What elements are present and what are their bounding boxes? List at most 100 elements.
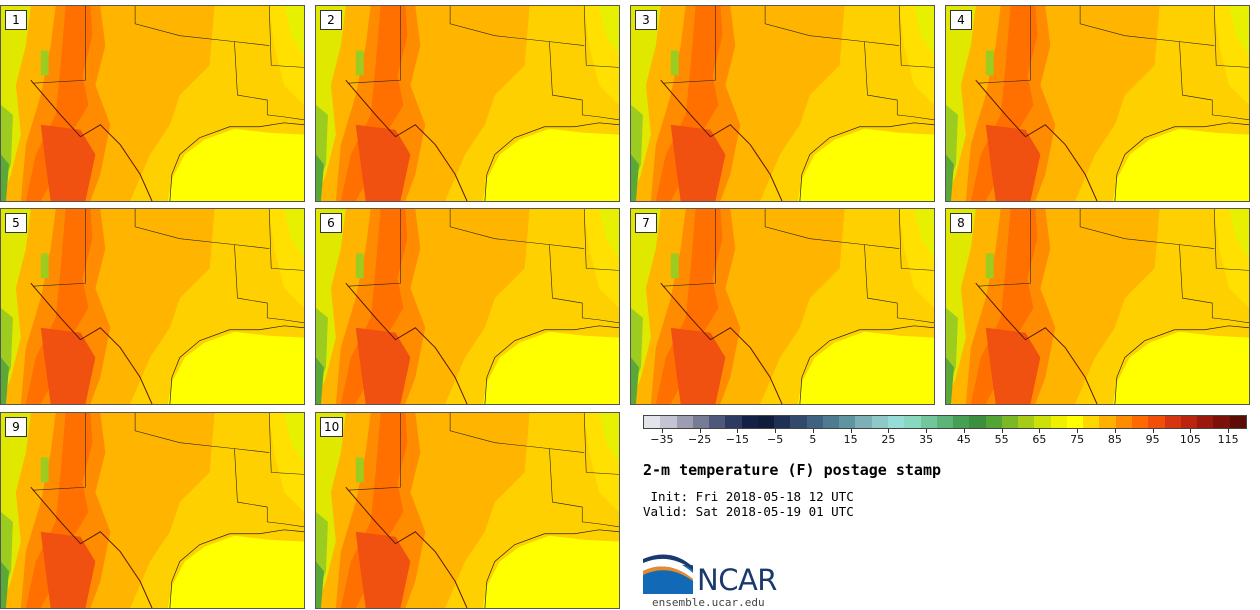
colorbar-swatch [1115, 416, 1132, 428]
colorbar-swatch [969, 416, 986, 428]
colorbar-swatch [839, 416, 856, 428]
plot-title: 2-m temperature (F) postage stamp [643, 461, 942, 479]
init-time: Init: Fri 2018-05-18 12 UTC [643, 489, 854, 504]
colorbar-swatch [1213, 416, 1230, 428]
colorbar-tick-mark [661, 429, 663, 433]
member-number-label: 7 [635, 213, 657, 233]
colorbar-tick-label: 55 [994, 433, 1009, 446]
colorbar-swatch [920, 416, 937, 428]
colorbar-tick-label: −5 [767, 433, 784, 446]
colorbar-tick-label: 85 [1107, 433, 1122, 446]
colorbar-swatch [676, 416, 693, 428]
member-map-panel: 1 [0, 5, 305, 202]
colorbar-tick-label: 25 [881, 433, 896, 446]
colorbar-ticks: −35 −25 −15 −5 5 15 25 35 45 55 65 75 85 95 105 115 [643, 429, 1247, 447]
colorbar-tick-mark [963, 429, 965, 433]
colorbar-swatch [660, 416, 677, 428]
colorbar-swatch [822, 416, 840, 428]
temperature-colorbar [643, 415, 1247, 429]
colorbar-swatch [1148, 416, 1165, 428]
member-map-panel: 10 [315, 412, 620, 609]
member-number-label: 9 [5, 417, 27, 437]
colorbar-swatch [757, 416, 775, 428]
colorbar-tick-label: 75 [1070, 433, 1085, 446]
colorbar-tick-mark [1077, 429, 1079, 433]
member-number-label: 4 [950, 10, 972, 30]
member-map-panel: 9 [0, 412, 305, 609]
colorbar-swatch [1180, 416, 1198, 428]
temperature-map [1, 209, 304, 404]
colorbar-tick-label: −35 [650, 433, 674, 446]
colorbar-swatch [725, 416, 742, 428]
colorbar-tick-mark [1228, 429, 1230, 433]
colorbar-tick-label: 35 [919, 433, 934, 446]
colorbar-swatch [1164, 416, 1181, 428]
colorbar-tick-mark [888, 429, 890, 433]
colorbar-tick-mark [1001, 429, 1003, 433]
colorbar-swatch [1034, 416, 1051, 428]
colorbar-swatch [953, 416, 970, 428]
member-number-label: 6 [320, 213, 342, 233]
colorbar-swatch [1131, 416, 1149, 428]
colorbar-swatch [1050, 416, 1067, 428]
colorbar-tick-mark [1114, 429, 1116, 433]
colorbar-swatch [644, 416, 661, 428]
member-map-panel: 4 [945, 5, 1250, 202]
ncar-logo-text: NCAR [697, 563, 777, 597]
member-number-label: 5 [5, 213, 27, 233]
site-url: ensemble.ucar.edu [652, 596, 765, 609]
colorbar-swatch [904, 416, 921, 428]
colorbar-swatch [692, 416, 710, 428]
temperature-map [631, 209, 934, 404]
colorbar-tick-mark [1190, 429, 1192, 433]
colorbar-swatch [806, 416, 823, 428]
colorbar-tick-mark [775, 429, 777, 433]
member-number-label: 10 [320, 417, 344, 437]
colorbar-swatch [1018, 416, 1035, 428]
member-number-label: 1 [5, 10, 27, 30]
member-map-panel: 8 [945, 208, 1250, 405]
colorbar-tick-label: −25 [688, 433, 712, 446]
temperature-map [946, 209, 1249, 404]
temperature-map [1, 413, 304, 608]
colorbar-tick-mark [812, 429, 814, 433]
member-number-label: 2 [320, 10, 342, 30]
colorbar-tick-mark [1152, 429, 1154, 433]
colorbar-swatch [985, 416, 1002, 428]
colorbar-tick-mark [1039, 429, 1041, 433]
temperature-map [316, 209, 619, 404]
member-map-panel: 6 [315, 208, 620, 405]
colorbar-swatch [790, 416, 807, 428]
ncar-logo-icon [643, 554, 693, 594]
colorbar-tick-label: 115 [1217, 433, 1239, 446]
colorbar-swatch [709, 416, 726, 428]
member-map-panel: 3 [630, 5, 935, 202]
colorbar-swatch [1197, 416, 1214, 428]
colorbar-tick-label: 95 [1145, 433, 1160, 446]
member-number-label: 3 [635, 10, 657, 30]
colorbar-tick-mark [850, 429, 852, 433]
colorbar-tick-label: −15 [725, 433, 749, 446]
colorbar-tick-label: 105 [1179, 433, 1201, 446]
valid-time: Valid: Sat 2018-05-19 01 UTC [643, 504, 854, 519]
member-number-label: 8 [950, 213, 972, 233]
temperature-map [1, 6, 304, 201]
colorbar-swatch [871, 416, 888, 428]
colorbar-tick-mark [737, 429, 739, 433]
temperature-map [946, 6, 1249, 201]
colorbar-swatch [1099, 416, 1116, 428]
temperature-map [631, 6, 934, 201]
colorbar-tick-label: 15 [843, 433, 858, 446]
colorbar-swatch [741, 416, 758, 428]
colorbar-tick-mark [699, 429, 701, 433]
colorbar-swatch [936, 416, 954, 428]
colorbar-swatch [774, 416, 791, 428]
colorbar-tick-label: 65 [1032, 433, 1047, 446]
colorbar-swatch [1083, 416, 1100, 428]
temperature-map [316, 413, 619, 608]
colorbar-tick-label: 45 [956, 433, 971, 446]
temperature-map [316, 6, 619, 201]
colorbar-swatch [1001, 416, 1019, 428]
colorbar-swatch [1066, 416, 1084, 428]
colorbar-swatch [1229, 416, 1246, 428]
